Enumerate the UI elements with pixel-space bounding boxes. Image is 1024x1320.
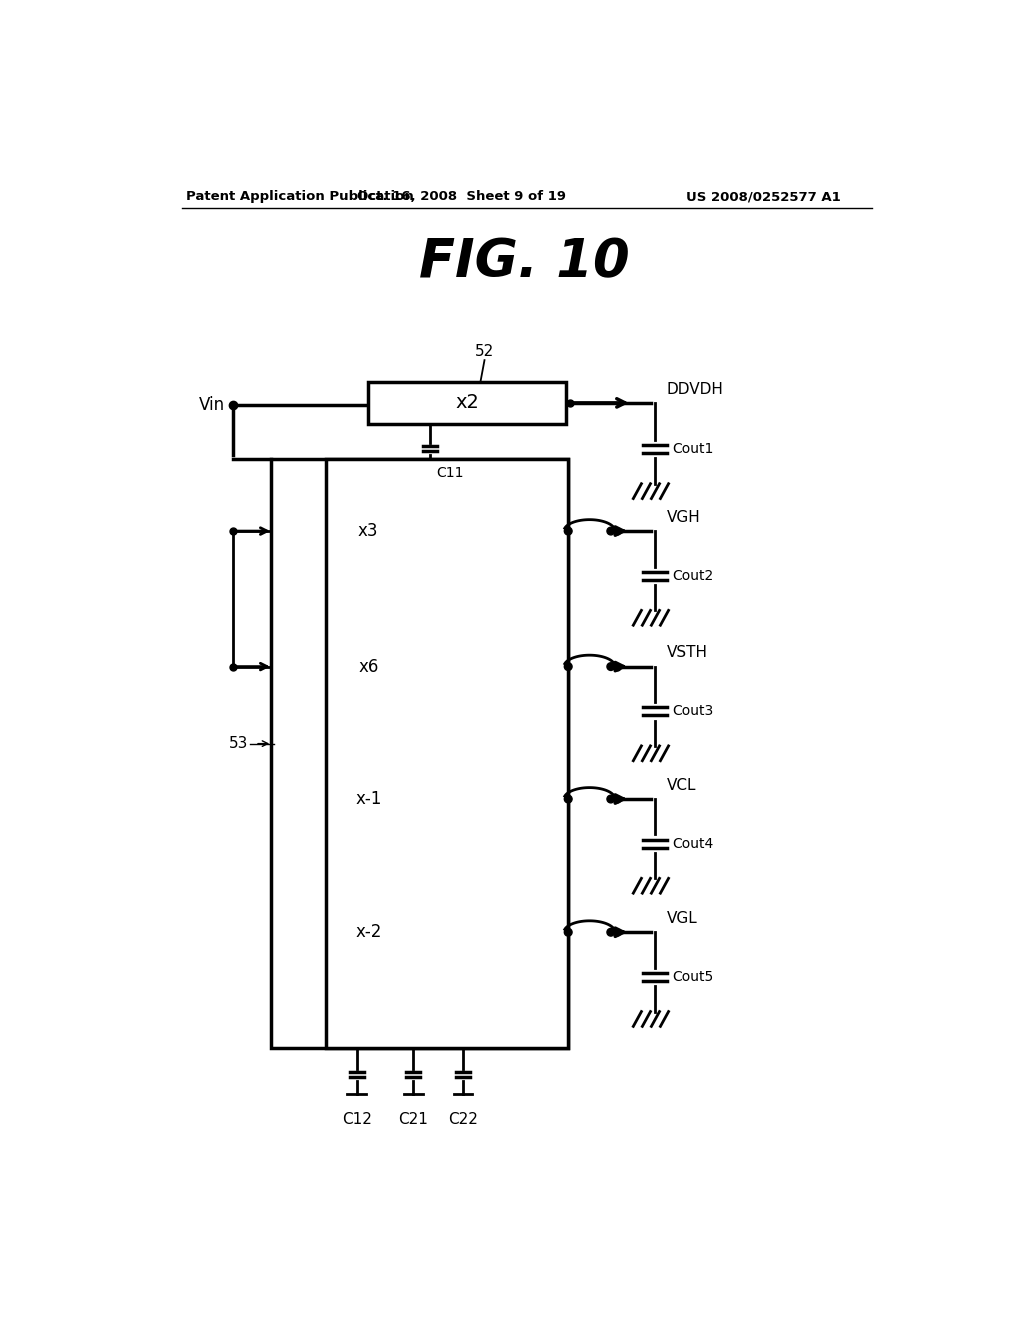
Text: x2: x2 <box>455 393 479 412</box>
Text: Cout4: Cout4 <box>672 837 714 850</box>
Text: 52: 52 <box>475 343 495 359</box>
Circle shape <box>607 795 614 803</box>
Circle shape <box>607 663 614 671</box>
Text: VSTH: VSTH <box>667 645 708 660</box>
Bar <box>271 459 568 1048</box>
Text: VGH: VGH <box>667 510 700 525</box>
Text: Patent Application Publication: Patent Application Publication <box>186 190 414 203</box>
Text: 53: 53 <box>228 737 248 751</box>
Text: x6: x6 <box>358 657 379 676</box>
Text: Cout2: Cout2 <box>672 569 714 582</box>
Text: Cout5: Cout5 <box>672 970 714 983</box>
Circle shape <box>607 527 614 535</box>
Text: Cout1: Cout1 <box>672 442 714 457</box>
Circle shape <box>564 928 572 936</box>
Circle shape <box>564 795 572 803</box>
Bar <box>326 459 568 1048</box>
Circle shape <box>607 928 614 936</box>
Text: VGL: VGL <box>667 911 697 927</box>
Text: VCL: VCL <box>667 777 696 793</box>
Text: C12: C12 <box>342 1111 372 1127</box>
Text: x3: x3 <box>358 523 379 540</box>
Circle shape <box>564 663 572 671</box>
Text: DDVDH: DDVDH <box>667 381 724 397</box>
Text: C22: C22 <box>447 1111 478 1127</box>
Bar <box>369 381 566 424</box>
Text: C11: C11 <box>436 466 464 479</box>
Text: Cout3: Cout3 <box>672 705 714 718</box>
Text: FIG. 10: FIG. 10 <box>420 236 630 288</box>
Circle shape <box>564 527 572 535</box>
Text: Vin: Vin <box>199 396 225 413</box>
Text: Oct. 16, 2008  Sheet 9 of 19: Oct. 16, 2008 Sheet 9 of 19 <box>356 190 565 203</box>
Text: C21: C21 <box>398 1111 428 1127</box>
Text: x-2: x-2 <box>355 923 381 941</box>
Text: x-1: x-1 <box>355 791 381 808</box>
Text: US 2008/0252577 A1: US 2008/0252577 A1 <box>686 190 841 203</box>
